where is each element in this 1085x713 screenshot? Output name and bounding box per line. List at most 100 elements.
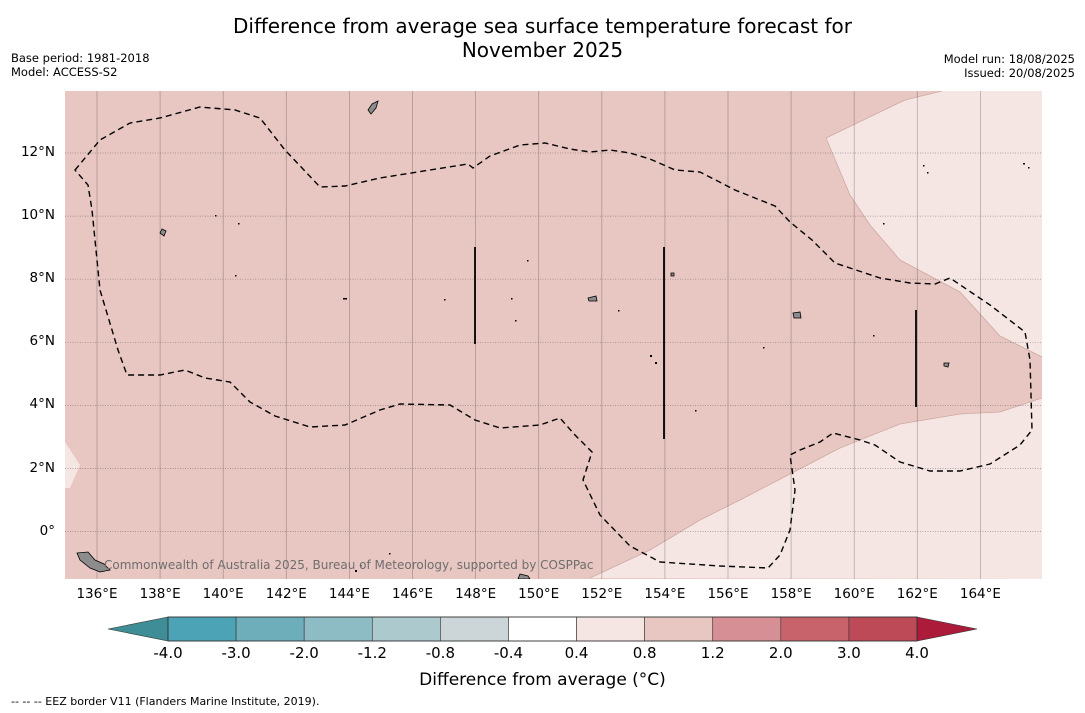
- colorbar-boxes: [167, 616, 918, 642]
- x-tick-label: 164°E: [959, 586, 1001, 602]
- atoll-dot: [235, 275, 237, 277]
- colorbar-tick-label: -2.0: [289, 644, 319, 662]
- atoll-dot: [1028, 167, 1030, 169]
- colorbar-tick-label: 2.0: [768, 644, 793, 662]
- graticule: [65, 91, 1042, 579]
- atoll-dot: [655, 362, 657, 364]
- atoll-dot: [215, 215, 217, 217]
- colorbar-tick-label: -0.4: [493, 644, 524, 662]
- island-pohnpei: [792, 311, 802, 319]
- y-tick-label: 2°N: [29, 459, 55, 476]
- colorbar-tick-label: -4.0: [153, 644, 183, 662]
- map-title: Difference from average sea surface temp…: [0, 14, 1085, 62]
- atoll-dot: [618, 310, 620, 312]
- island-new-guinea-coast: [76, 551, 111, 573]
- atoll-dot: [238, 223, 240, 225]
- colorbar-tick-label: -3.0: [221, 644, 251, 662]
- anomaly-0.4-0.8-region-south-east: [590, 398, 1042, 579]
- atoll-dot: [1023, 163, 1025, 165]
- island-yap: [159, 228, 167, 237]
- colorbar-box: [235, 616, 305, 642]
- y-tick-label: 0°: [39, 522, 55, 539]
- issued-date: Issued: 20/08/2025: [964, 66, 1075, 80]
- colorbar-tick-label: 1.2: [700, 644, 725, 662]
- atoll-dot: [927, 172, 929, 174]
- atoll-dot: [695, 410, 697, 412]
- x-tick-label: 136°E: [76, 586, 118, 602]
- atoll-dot: [389, 553, 391, 555]
- base-period: Base period: 1981-2018: [11, 51, 150, 65]
- island-atoll-2: [670, 272, 675, 277]
- colorbar-box: [440, 616, 509, 642]
- y-tick-label: 8°N: [29, 270, 55, 287]
- atoll-dot: [763, 347, 765, 349]
- colorbar-tick-label: 0.8: [632, 644, 657, 662]
- x-tick-label: 148°E: [455, 586, 497, 602]
- colorbar-box: [576, 616, 645, 642]
- boundary-segments: [474, 247, 917, 439]
- atoll-dot: [511, 298, 513, 300]
- x-tick-label: 152°E: [581, 586, 623, 602]
- colorbar: [107, 616, 978, 642]
- colorbar-tick-label: 3.0: [836, 644, 861, 662]
- colorbar-tick-label: 0.4: [564, 644, 589, 662]
- model-name: Model: ACCESS-S2: [11, 65, 118, 79]
- anomaly-0.4-0.8-region-north-east: [826, 91, 1042, 357]
- x-tick-label: 142°E: [265, 586, 307, 602]
- x-tick-label: 156°E: [707, 586, 749, 602]
- x-tick-label: 160°E: [833, 586, 875, 602]
- atoll-dot: [883, 223, 885, 225]
- atoll-dot: [873, 335, 875, 337]
- x-tick-label: 138°E: [139, 586, 181, 602]
- atoll-dot: [360, 565, 362, 567]
- island-guam: [367, 100, 379, 115]
- colorbar-tick-label: -0.8: [425, 644, 455, 662]
- title-line-1: Difference from average sea surface temp…: [232, 14, 852, 38]
- land-islands: [76, 100, 950, 579]
- credit-text: Commonwealth of Australia 2025, Bureau o…: [104, 558, 594, 572]
- colorbar-box: [780, 616, 850, 642]
- colorbar-box: [712, 616, 782, 642]
- x-tick-label: 162°E: [896, 586, 938, 602]
- y-tick-label: 4°N: [29, 396, 55, 413]
- atoll-dot: [444, 299, 446, 301]
- colorbar-tick-label: 4.0: [905, 644, 929, 662]
- atoll-dot: [343, 298, 347, 300]
- island-atoll-1: [587, 295, 598, 302]
- colorbar-under-triangle: [107, 616, 169, 642]
- colorbar-box: [371, 616, 441, 642]
- island-kosrae: [943, 362, 950, 368]
- model-run: Model run: 18/08/2025: [943, 52, 1075, 66]
- x-tick-label: 140°E: [202, 586, 244, 602]
- colorbar-box: [167, 616, 237, 642]
- atoll-dot: [527, 260, 529, 262]
- title-line-2: November 2025: [461, 38, 624, 62]
- x-tick-label: 158°E: [770, 586, 812, 602]
- contour-lines: [589, 91, 1042, 579]
- atoll-dot: [355, 570, 357, 572]
- colorbar-tick-label: -1.2: [357, 644, 387, 662]
- colorbar-over-triangle: [916, 616, 978, 642]
- colorbar-box: [848, 616, 918, 642]
- anomaly-0.4-0.8-region-west: [65, 442, 80, 488]
- atoll-dot: [515, 320, 517, 322]
- colorbar-box: [303, 616, 373, 642]
- x-tick-label: 154°E: [644, 586, 686, 602]
- y-tick-label: 12°N: [20, 144, 55, 160]
- colorbar-box: [508, 616, 577, 642]
- atoll-dot: [923, 165, 925, 167]
- footnote: -- -- -- EEZ border V11 (Flanders Marine…: [11, 695, 320, 708]
- colorbar-outline: [167, 616, 918, 642]
- atoll-dot: [650, 355, 652, 357]
- x-tick-label: 150°E: [518, 586, 560, 602]
- colorbar-box: [644, 616, 714, 642]
- y-tick-label: 6°N: [29, 333, 55, 350]
- x-tick-label: 146°E: [391, 586, 434, 602]
- small-atolls: [215, 163, 1030, 572]
- x-tick-label: 144°E: [328, 586, 370, 602]
- sst-anomaly-field: [65, 91, 1042, 579]
- colorbar-title: Difference from average (°C): [419, 670, 666, 690]
- meta-right: Model run: 18/08/2025 Issued: 20/08/2025: [944, 52, 1075, 80]
- y-tick-label: 10°N: [20, 207, 55, 224]
